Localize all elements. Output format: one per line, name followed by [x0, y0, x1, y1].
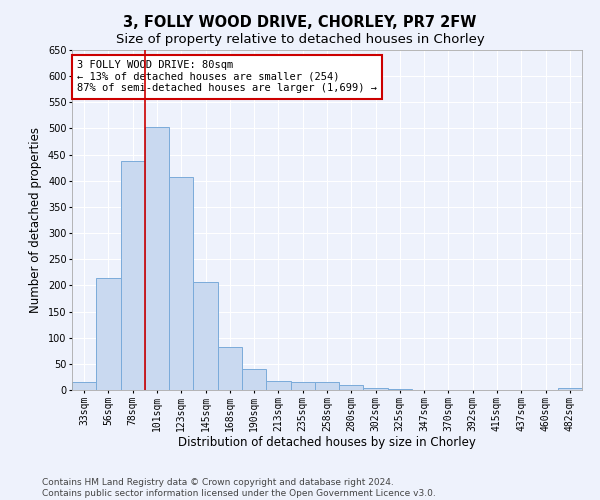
Bar	[242, 369, 266, 390]
X-axis label: Distribution of detached houses by size in Chorley: Distribution of detached houses by size …	[178, 436, 476, 450]
Bar	[315, 382, 339, 390]
Y-axis label: Number of detached properties: Number of detached properties	[29, 127, 42, 313]
Text: Size of property relative to detached houses in Chorley: Size of property relative to detached ho…	[116, 32, 484, 46]
Bar	[96, 278, 121, 390]
Bar	[193, 282, 218, 390]
Text: 3, FOLLY WOOD DRIVE, CHORLEY, PR7 2FW: 3, FOLLY WOOD DRIVE, CHORLEY, PR7 2FW	[124, 15, 476, 30]
Bar	[72, 382, 96, 390]
Bar	[290, 382, 315, 390]
Bar	[364, 388, 388, 390]
Bar	[169, 176, 193, 390]
Bar	[339, 386, 364, 390]
Bar	[145, 127, 169, 390]
Bar	[121, 162, 145, 390]
Bar	[218, 346, 242, 390]
Text: Contains HM Land Registry data © Crown copyright and database right 2024.
Contai: Contains HM Land Registry data © Crown c…	[42, 478, 436, 498]
Text: 3 FOLLY WOOD DRIVE: 80sqm
← 13% of detached houses are smaller (254)
87% of semi: 3 FOLLY WOOD DRIVE: 80sqm ← 13% of detac…	[77, 60, 377, 94]
Bar	[266, 380, 290, 390]
Bar	[558, 388, 582, 390]
